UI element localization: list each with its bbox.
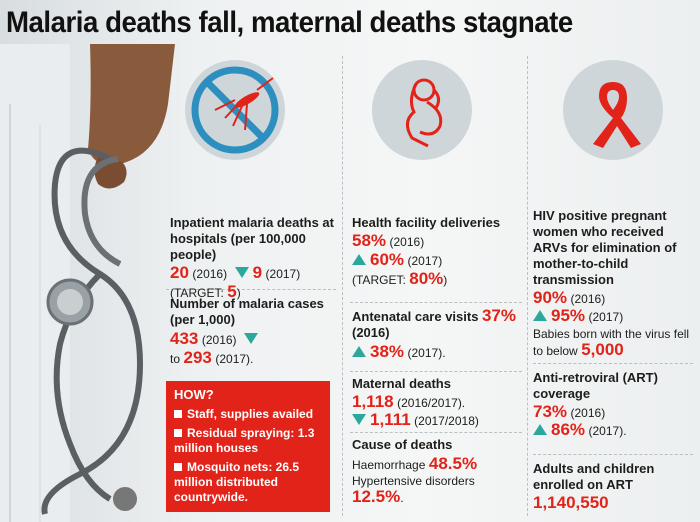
year-label: (2016) xyxy=(192,267,228,281)
enrolled-block: Adults and children enrolled on ART 1,14… xyxy=(533,461,697,512)
cause-2-end: . xyxy=(400,491,404,505)
cause-1-value: 48.5% xyxy=(428,454,478,473)
bullet-icon xyxy=(174,429,182,437)
art-2016-value: 73% xyxy=(533,402,568,421)
target-value: 80% xyxy=(409,269,444,288)
year-label: (2017) xyxy=(588,310,624,324)
no-mosquito-icon xyxy=(185,60,285,160)
up-arrow-icon xyxy=(533,310,547,321)
how-box: HOW? Staff, supplies availed Residual sp… xyxy=(166,381,330,512)
babies-label: Babies born with the virus fell to below xyxy=(533,327,690,358)
row-divider xyxy=(533,454,693,455)
maternal-deaths-value-2: 1,111 xyxy=(370,410,411,429)
malaria-inpatient-2016-value: 20 xyxy=(170,263,189,282)
maternal-deaths-label: Maternal deaths xyxy=(352,376,451,391)
deliveries-2017-value: 60% xyxy=(370,250,405,269)
bullet-icon xyxy=(174,463,182,471)
enrolled-value: 1,140,550 xyxy=(533,493,609,512)
target-close: ) xyxy=(443,273,448,287)
awareness-ribbon-icon xyxy=(563,60,663,160)
deliveries-2016-value: 58% xyxy=(352,231,387,250)
how-item: Mosquito nets: 26.5 million distributed … xyxy=(174,460,300,504)
page-title: Malaria deaths fall, maternal deaths sta… xyxy=(6,6,573,39)
malaria-inpatient-label: Inpatient malaria deaths at hospitals (p… xyxy=(170,215,334,262)
year-label: (2016/2017). xyxy=(397,396,466,410)
target-label: (TARGET: xyxy=(170,286,224,300)
art-coverage-block: Anti-retroviral (ART) coverage 73% (2016… xyxy=(533,370,697,439)
how-heading: HOW? xyxy=(174,387,214,402)
row-divider xyxy=(166,289,336,290)
row-divider xyxy=(350,302,522,303)
how-item: Staff, supplies availed xyxy=(174,407,322,422)
maternal-deaths-block: Maternal deaths 1,118 (2016/2017). 1,111… xyxy=(352,376,524,429)
antenatal-2017-value: 38% xyxy=(370,342,405,361)
down-arrow-icon xyxy=(234,267,249,278)
up-arrow-icon xyxy=(533,424,547,435)
cause-2-label: Hypertensive disorders xyxy=(352,474,475,488)
year-label: (2017/2018) xyxy=(414,414,479,428)
stethoscope-illustration xyxy=(0,44,175,522)
pmtct-block: HIV positive pregnant women who received… xyxy=(533,208,697,359)
up-arrow-icon xyxy=(352,254,366,265)
year-label: (2016) xyxy=(389,235,425,249)
year-label: (2017). xyxy=(588,424,627,438)
bullet-icon xyxy=(174,410,182,418)
row-divider xyxy=(350,432,522,433)
cause-label: Cause of deaths xyxy=(352,437,453,452)
malaria-cases-block: Number of malaria cases (per 1,000) 433 … xyxy=(170,296,340,367)
antenatal-2016-value: 37% xyxy=(481,306,516,325)
art-coverage-label: Anti-retroviral (ART) coverage xyxy=(533,370,658,401)
antenatal-label: Antenatal care visits xyxy=(352,309,479,324)
year-label: (2017). xyxy=(215,352,254,366)
antenatal-block: Antenatal care visits 37% (2016) 38% (20… xyxy=(352,306,524,361)
deliveries-block: Health facility deliveries 58% (2016) 60… xyxy=(352,215,524,288)
malaria-inpatient-block: Inpatient malaria deaths at hospitals (p… xyxy=(170,215,342,301)
enrolled-label: Adults and children enrolled on ART xyxy=(533,461,655,492)
babies-value: 5,000 xyxy=(581,340,624,359)
pmtct-label: HIV positive pregnant women who received… xyxy=(533,208,677,287)
malaria-inpatient-2017-value: 9 xyxy=(252,263,263,282)
down-arrow-icon xyxy=(244,333,259,344)
column-divider xyxy=(527,56,528,516)
year-label: (2016) xyxy=(570,292,606,306)
down-arrow-icon xyxy=(352,414,366,425)
row-divider xyxy=(533,363,693,364)
pregnant-woman-icon xyxy=(372,60,472,160)
malaria-cases-label: Number of malaria cases (per 1,000) xyxy=(170,296,324,327)
year-label: (2016) xyxy=(352,325,390,340)
year-label: (2017) xyxy=(265,267,301,281)
target-value: 5 xyxy=(227,282,237,301)
up-arrow-icon xyxy=(352,346,366,357)
year-label: (2017) xyxy=(407,254,443,268)
to-label: to xyxy=(170,352,181,366)
target-label: (TARGET: xyxy=(352,273,406,287)
cause-2-value: 12.5% xyxy=(352,487,401,506)
pmtct-2017-value: 95% xyxy=(551,306,586,325)
art-2017-value: 86% xyxy=(551,420,586,439)
malaria-cases-2016-value: 433 xyxy=(170,329,199,348)
cause-1-label: Haemorrhage xyxy=(352,458,426,472)
deliveries-label: Health facility deliveries xyxy=(352,215,501,230)
year-label: (2017). xyxy=(407,346,446,360)
cause-block: Cause of deaths Haemorrhage 48.5% Hypert… xyxy=(352,437,524,506)
pmtct-2016-value: 90% xyxy=(533,288,568,307)
malaria-cases-2017-value: 293 xyxy=(183,348,212,367)
year-label: (2016) xyxy=(570,406,606,420)
year-label: (2016) xyxy=(201,333,237,347)
how-item: Residual spraying: 1.3 million houses xyxy=(174,426,315,455)
column-divider xyxy=(342,56,343,516)
row-divider xyxy=(350,371,522,372)
maternal-deaths-value-1: 1,118 xyxy=(352,392,394,411)
target-close: ) xyxy=(236,286,241,300)
